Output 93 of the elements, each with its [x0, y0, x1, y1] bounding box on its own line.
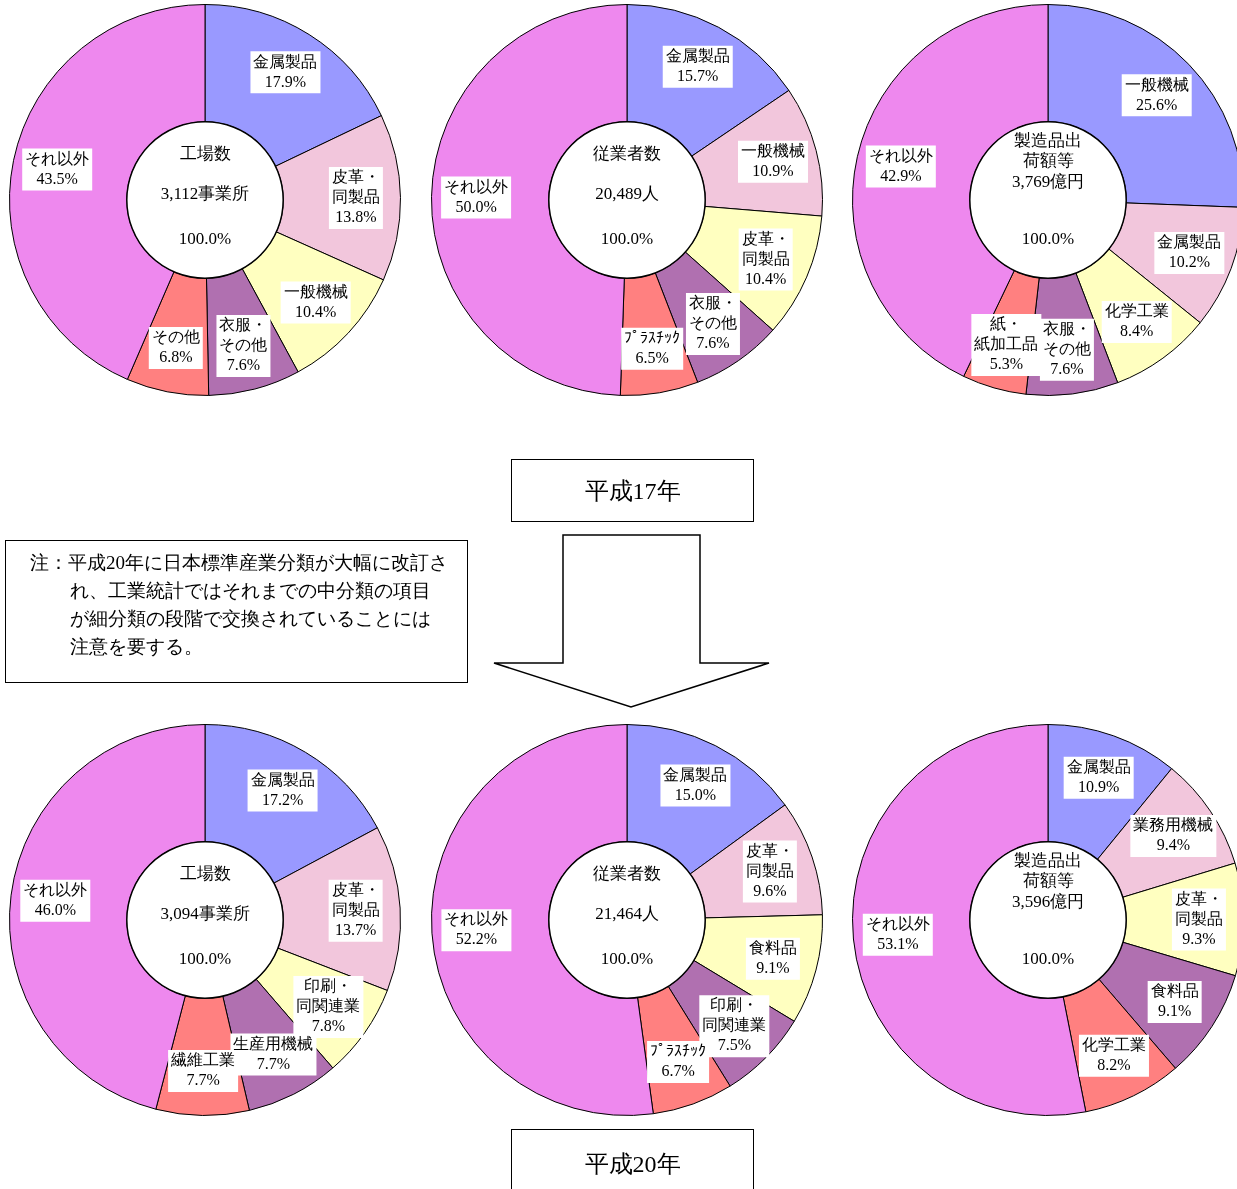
text: 3,596億円: [1011, 892, 1085, 912]
slice-label: 皮革・同製品: [745, 841, 794, 879]
slice-label: その他: [151, 328, 200, 346]
text: 100.0%: [178, 949, 232, 969]
slice-label: 印刷・同関連業: [296, 977, 361, 1015]
data-label: 53.1%: [877, 934, 919, 952]
data-label: 6.8%: [159, 348, 193, 366]
slice-label: 皮革・同製品: [1174, 889, 1223, 927]
data-label: 9.4%: [1156, 836, 1191, 854]
text: 100.0%: [1021, 949, 1075, 969]
data-label: 7.6%: [696, 334, 730, 352]
slice-label: それ以外: [444, 177, 509, 195]
text: 製造品出荷額等: [1014, 131, 1082, 171]
slice-label: 金属製品: [253, 52, 318, 70]
data-label: 8.4%: [1120, 322, 1154, 340]
data-label: 15.0%: [674, 785, 717, 803]
slice-label: 食料品: [748, 938, 797, 956]
slice-label: 繊維工業: [170, 1051, 236, 1069]
data-label: 7.6%: [226, 356, 261, 374]
slice-label: 金属製品: [250, 770, 315, 788]
slice-label: 金属製品: [1066, 758, 1131, 776]
data-label: 9.3%: [1182, 929, 1216, 947]
slice-label: 化学工業: [1104, 302, 1169, 320]
text: 3,112事業所: [160, 184, 250, 204]
data-label: 50.0%: [455, 197, 497, 215]
slice-label: 一般機械: [283, 282, 348, 300]
slice-label: 金属製品: [663, 765, 728, 783]
data-label: 5.3%: [989, 355, 1024, 373]
text: 注：平成20年に日本標準産業分類が大幅に改訂され、工業統計ではそれまでの中分類の項目が細分類の段階で交換されていることには注意を要する。: [5, 540, 468, 683]
slice-label: 印刷・同関連業: [702, 996, 767, 1034]
data-label: 25.6%: [1136, 95, 1178, 113]
slice-label: それ以外: [868, 146, 933, 164]
text: 平成20年: [511, 1129, 754, 1189]
data-label: 6.5%: [635, 349, 669, 367]
text: 20,489人: [595, 184, 659, 204]
data-label: 10.4%: [295, 302, 337, 320]
slice-label: 衣服・その他: [1042, 319, 1091, 357]
data-label: 52.2%: [455, 930, 498, 948]
data-label: 42.9%: [880, 166, 922, 184]
text: 100.0%: [600, 229, 654, 249]
text: 従業者数: [593, 144, 661, 164]
slice-label: 業務用機械: [1133, 816, 1214, 834]
data-label: 8.2%: [1097, 1055, 1131, 1073]
data-label: 13.7%: [334, 920, 377, 938]
data-label: 10.2%: [1168, 253, 1211, 271]
text: 21,464人: [595, 904, 659, 924]
slice-label: それ以外: [23, 881, 88, 899]
slice-label: 皮革・同製品: [331, 168, 380, 206]
data-label: 43.5%: [36, 169, 78, 187]
data-label: 13.8%: [335, 208, 377, 226]
slice-label: 化学工業: [1081, 1035, 1146, 1053]
text: 100.0%: [600, 949, 654, 969]
data-label: 9.1%: [1158, 1002, 1192, 1020]
slice-label: 金属製品: [1157, 233, 1222, 251]
text: 工場数: [179, 864, 231, 884]
data-label: 7.8%: [311, 1017, 346, 1035]
data-label: 9.6%: [753, 881, 787, 899]
text: 3,094事業所: [160, 904, 250, 924]
slice-label: ﾌﾟﾗｽﾁｯｸ: [624, 329, 681, 347]
data-label: 10.9%: [752, 161, 794, 179]
data-label: 10.4%: [745, 269, 787, 287]
slice-label: 衣服・その他: [688, 294, 737, 332]
data-label: 7.5%: [717, 1036, 751, 1054]
slice-label: 衣服・その他: [219, 316, 268, 354]
text: 3,769億円: [1011, 172, 1085, 192]
slice-label: 皮革・同製品: [331, 880, 380, 918]
text: 平成17年: [511, 459, 754, 522]
slice-label: 紙・紙加工品: [974, 315, 1039, 353]
slice-label: それ以外: [25, 149, 90, 167]
text: 100.0%: [178, 229, 232, 249]
text: 従業者数: [593, 864, 661, 884]
text: 工場数: [179, 144, 231, 164]
slice-label: 皮革・同製品: [741, 229, 790, 267]
data-label: 17.9%: [264, 72, 307, 90]
text: 製造品出荷額等: [1014, 851, 1082, 891]
slice-label: 一般機械: [740, 141, 805, 159]
slice-label: 生産用機械: [233, 1034, 314, 1052]
data-label: 9.1%: [756, 958, 790, 976]
slice-label: 一般機械: [1124, 75, 1189, 93]
slice-label: それ以外: [444, 910, 509, 928]
data-label: 7.7%: [256, 1054, 291, 1072]
text: 100.0%: [1021, 229, 1075, 249]
data-label: 7.7%: [186, 1071, 220, 1089]
data-label: 10.9%: [1078, 778, 1120, 796]
slice-label: 食料品: [1150, 982, 1199, 1000]
data-label: 17.2%: [261, 790, 304, 808]
data-label: 6.7%: [661, 1062, 695, 1080]
data-label: 46.0%: [34, 901, 76, 919]
slice-label: ﾌﾟﾗｽﾁｯｸ: [650, 1042, 707, 1060]
data-label: 15.7%: [677, 66, 719, 84]
slice-label: それ以外: [865, 914, 930, 932]
data-label: 7.6%: [1050, 359, 1084, 377]
slice-label: 金属製品: [665, 46, 730, 64]
